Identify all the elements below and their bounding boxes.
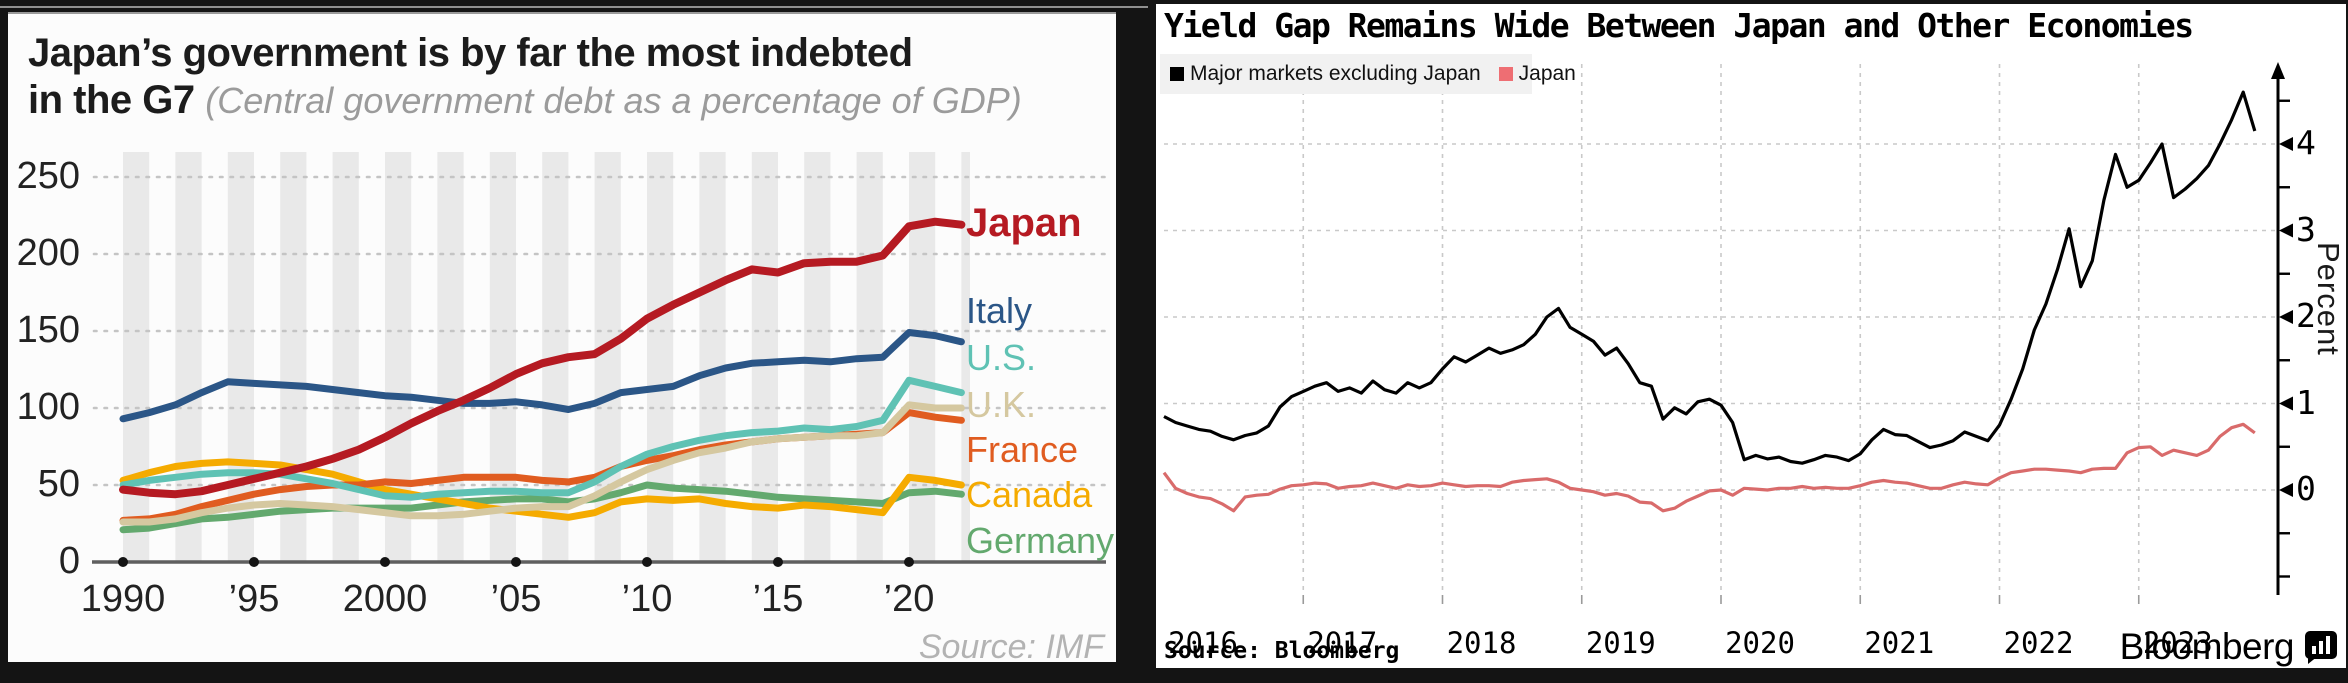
right-y-axis-title: Percent [2311, 242, 2346, 356]
left-chart-subtitle: (Central government debt as a percentage… [205, 80, 1022, 122]
y-tick-label: 100 [16, 386, 80, 428]
legend-swatch-black [1170, 67, 1184, 81]
yield-gap-chart [1162, 62, 2293, 604]
year-stripe [909, 152, 936, 562]
y-tick-label: 150 [16, 309, 80, 351]
x-axis-tick-dot [904, 557, 914, 567]
series-line-germany [119, 481, 965, 534]
left-chart-title: Japan’s government is by far the most in… [28, 30, 1022, 124]
y-tick-label: 2 [2296, 296, 2316, 335]
legend-swatch-red [1498, 67, 1513, 81]
year-stripe [280, 152, 307, 562]
y-major-tick-arrow [2279, 483, 2293, 497]
x-tick-label: 1990 [80, 578, 166, 620]
x-axis-tick-dot [249, 557, 259, 567]
y-tick-label: 0 [58, 540, 80, 582]
x-tick-label: ’20 [883, 578, 935, 620]
x-axis-tick-dot [380, 557, 390, 567]
year-stripe [961, 152, 970, 562]
y-axis-top-arrow [2271, 62, 2285, 79]
series-line-uk [119, 401, 965, 526]
x-tick-label: 2020 [1725, 626, 1795, 660]
x-tick-label: 2017 [1307, 626, 1378, 660]
right-chart-source: Source: Bloomberg [1164, 638, 1400, 664]
series-label-canada: Canada [966, 474, 1093, 515]
year-stripe [175, 152, 202, 562]
y-tick-label: 0 [2296, 469, 2316, 508]
left-chart-panel: Japan’s government is by far the most in… [8, 12, 1116, 662]
series-line-italy [119, 329, 965, 423]
x-tick-label: 2021 [1864, 626, 1935, 660]
series-line-major-markets [1163, 90, 2257, 465]
window-top-edge [0, 6, 1148, 8]
bloomberg-logo-icon [2305, 631, 2337, 664]
year-stripe [332, 152, 359, 562]
series-line-japan [119, 217, 966, 499]
y-tick-label: 200 [16, 232, 80, 274]
right-chart-legend: Major markets excluding Japan Japan [1160, 54, 1576, 94]
left-chart-source: Source: IMF [918, 628, 1104, 662]
right-chart-title: Yield Gap Remains Wide Between Japan and… [1164, 6, 2194, 45]
y-major-tick-arrow [2279, 137, 2293, 151]
y-major-tick-arrow [2279, 396, 2293, 411]
y-tick-label: 250 [16, 155, 80, 197]
series-label-us: U.S. [966, 337, 1037, 378]
x-axis-tick-dot [511, 557, 521, 567]
x-tick-label: ’15 [752, 578, 804, 620]
x-tick-label: 2022 [2003, 626, 2074, 660]
x-tick-label: ’05 [490, 578, 542, 620]
year-stripe [647, 152, 674, 562]
legend-item-japan: Japan [1498, 62, 1576, 86]
y-tick-label: 1 [2296, 382, 2316, 422]
series-label-japan: Japan [966, 201, 1082, 245]
left-chart-title-line2: in the G7 (Central government debt as a … [28, 78, 1022, 123]
g7-debt-chart [92, 152, 1108, 567]
x-axis-tick-dot [642, 557, 652, 567]
x-tick-label: 2016 [1168, 626, 1238, 660]
x-axis-tick-dot [118, 557, 128, 567]
series-label-italy: Italy [966, 290, 1033, 331]
series-label-france: France [966, 429, 1079, 470]
bloomberg-brand: Bloomberg [2120, 626, 2338, 668]
series-line-japan [1162, 422, 2256, 513]
x-tick-label: 2019 [1585, 626, 1656, 660]
y-major-tick-arrow [2279, 310, 2293, 324]
right-chart-panel: Yield Gap Remains Wide Between Japan and… [1156, 4, 2346, 668]
series-label-uk: U.K. [966, 384, 1037, 425]
year-stripe [751, 152, 778, 562]
y-tick-label: 50 [37, 463, 80, 505]
year-stripe [123, 152, 150, 562]
y-tick-label: 4 [2296, 123, 2316, 162]
x-tick-label: 2023 [2142, 626, 2213, 660]
x-tick-label: ’95 [228, 578, 280, 620]
y-tick-label: 3 [2296, 209, 2316, 249]
y-major-tick-arrow [2279, 223, 2293, 238]
x-tick-label: ’10 [621, 578, 673, 620]
x-tick-label: 2000 [342, 578, 428, 620]
left-chart-title-line1: Japan’s government is by far the most in… [28, 31, 913, 75]
legend-item-major-markets: Major markets excluding Japan [1170, 62, 1481, 86]
series-label-germany: Germany [966, 520, 1115, 561]
legend-label: Major markets excluding Japan [1190, 62, 1481, 85]
series-line-canada [119, 458, 965, 521]
year-stripe [804, 152, 831, 562]
bloomberg-wordmark: Bloomberg [2119, 626, 2295, 667]
legend-label: Japan [1518, 62, 1576, 85]
x-tick-label: 2018 [1446, 626, 1517, 660]
x-axis-tick-dot [773, 557, 783, 567]
